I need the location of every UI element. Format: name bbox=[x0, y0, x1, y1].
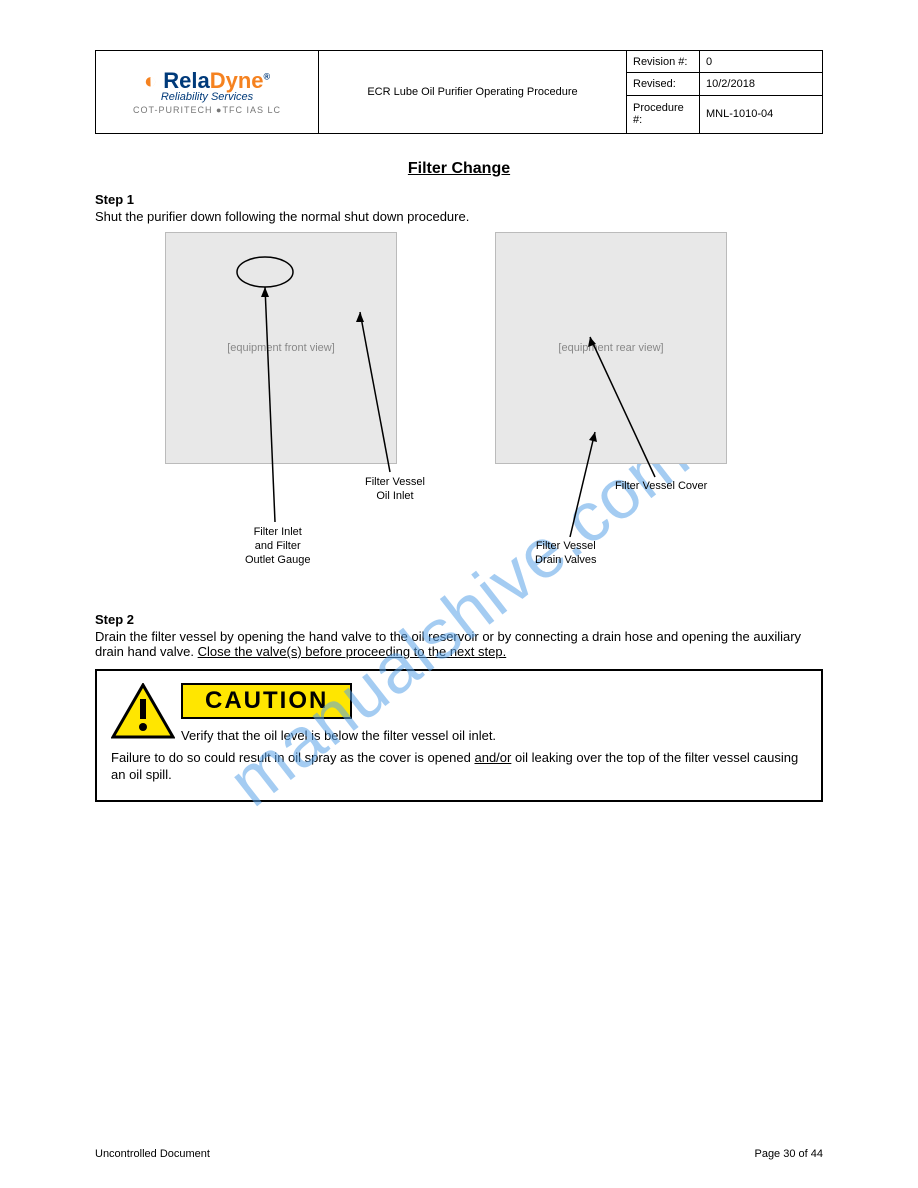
warning-icon bbox=[111, 683, 181, 742]
callout-filter-vessel-inlet: Filter Vessel Oil Inlet bbox=[365, 476, 425, 504]
callout-line-a: Filter Vessel bbox=[365, 476, 425, 488]
logo-brands: COT-PURITECH ●TFC IAS LC bbox=[102, 106, 312, 115]
logo-text-a: Rela bbox=[163, 68, 209, 93]
section-title: Filter Change bbox=[95, 160, 823, 178]
meta-val-proc: MNL-1010-04 bbox=[700, 95, 823, 133]
callout-cover: Filter Vessel Cover bbox=[615, 480, 707, 494]
callout-line-b: Oil Inlet bbox=[376, 490, 413, 502]
logo-swirl-icon: ◐ bbox=[144, 68, 163, 93]
meta-label-proc: Procedure #: bbox=[627, 95, 700, 133]
logo-text-b: Dyne bbox=[210, 68, 264, 93]
footer-right: Page 30 of 44 bbox=[754, 1148, 823, 1160]
header-table: ◐ RelaDyne® Reliability Services COT-PUR… bbox=[95, 50, 823, 134]
figure-area: [equipment front view] [equipment rear v… bbox=[95, 232, 823, 612]
step2-head: Step 2 bbox=[95, 612, 823, 627]
caution-label: CAUTION bbox=[181, 683, 352, 719]
callout-g-a: Filter Inlet bbox=[254, 526, 302, 538]
callout-drain: Filter Vessel Drain Valves bbox=[535, 540, 597, 568]
callout-d-b: Drain Valves bbox=[535, 554, 597, 566]
logo-tagline: Reliability Services bbox=[102, 92, 312, 103]
callout-filter-gauges: Filter Inlet and Filter Outlet Gauge bbox=[245, 526, 310, 567]
figure-rear-view: [equipment rear view] bbox=[495, 232, 727, 464]
caution-l2b: and/or bbox=[474, 750, 511, 765]
meta-val-revised: 10/2/2018 bbox=[700, 73, 823, 95]
footer-left: Uncontrolled Document bbox=[95, 1148, 210, 1160]
page-footer: Uncontrolled Document Page 30 of 44 bbox=[95, 1148, 823, 1160]
caution-line1: Verify that the oil level is below the f… bbox=[181, 727, 496, 745]
callout-g-b: and Filter bbox=[255, 540, 301, 552]
meta-label-revised: Revised: bbox=[627, 73, 700, 95]
caution-line2: Failure to do so could result in oil spr… bbox=[111, 749, 807, 784]
caution-l2a: Failure to do so could result in oil spr… bbox=[111, 750, 474, 765]
logo-cell: ◐ RelaDyne® Reliability Services COT-PUR… bbox=[96, 51, 319, 134]
step2-body: Drain the filter vessel by opening the h… bbox=[95, 629, 823, 659]
callout-cover-text: Filter Vessel Cover bbox=[615, 480, 707, 492]
figure-front-view: [equipment front view] bbox=[165, 232, 397, 464]
step1-head: Step 1 bbox=[95, 192, 823, 207]
doc-title: ECR Lube Oil Purifier Operating Procedur… bbox=[319, 51, 627, 134]
callout-g-c: Outlet Gauge bbox=[245, 554, 310, 566]
step2-body-b: Close the valve(s) before proceeding to … bbox=[198, 644, 507, 659]
step1-body: Shut the purifier down following the nor… bbox=[95, 209, 823, 224]
caution-box: CAUTION Verify that the oil level is bel… bbox=[95, 669, 823, 802]
meta-val-rev: 0 bbox=[700, 51, 823, 73]
callout-d-a: Filter Vessel bbox=[536, 540, 596, 552]
meta-label-rev: Revision #: bbox=[627, 51, 700, 73]
logo: ◐ RelaDyne® Reliability Services COT-PUR… bbox=[102, 70, 312, 115]
